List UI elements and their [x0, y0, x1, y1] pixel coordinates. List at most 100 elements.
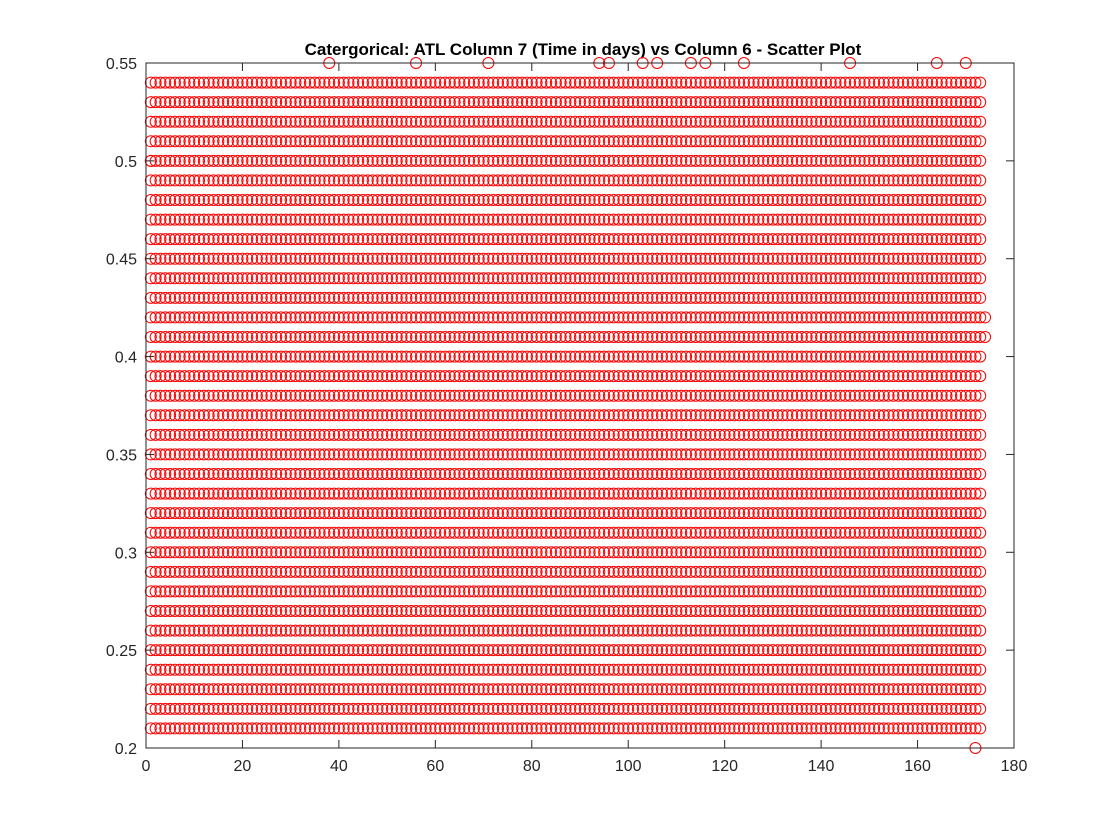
- scatter-point: [463, 546, 476, 559]
- scatter-point: [376, 663, 389, 676]
- scatter-point: [940, 722, 953, 735]
- scatter-point: [897, 624, 910, 637]
- scatter-point: [872, 663, 885, 676]
- scatter-point: [868, 546, 881, 559]
- scatter-point: [217, 565, 230, 578]
- scatter-point: [848, 605, 861, 617]
- scatter-point: [742, 624, 755, 637]
- scatter-point: [299, 644, 312, 657]
- scatter-point: [810, 663, 823, 676]
- scatter-point: [559, 565, 572, 578]
- scatter-point: [689, 624, 702, 637]
- scatter-point: [675, 565, 688, 578]
- scatter-point: [916, 585, 929, 598]
- scatter-point: [183, 585, 196, 598]
- scatter-point: [897, 605, 910, 617]
- scatter-point: [935, 565, 948, 578]
- scatter-point: [627, 722, 640, 735]
- scatter-point: [308, 546, 321, 559]
- scatter-point: [342, 663, 355, 676]
- scatter-point: [482, 585, 495, 598]
- scatter-point: [159, 663, 172, 676]
- scatter-point: [371, 644, 384, 657]
- scatter-point: [448, 605, 461, 617]
- scatter-point: [921, 546, 934, 559]
- scatter-point: [742, 565, 755, 578]
- scatter-point: [516, 644, 529, 657]
- scatter-point: [342, 702, 355, 715]
- scatter-point: [757, 565, 770, 578]
- scatter-point: [352, 702, 365, 715]
- scatter-point: [159, 624, 172, 637]
- scatter-point: [906, 546, 919, 559]
- scatter-point: [752, 526, 765, 539]
- scatter-point: [559, 702, 572, 715]
- scatter-point: [361, 683, 374, 696]
- scatter-point: [424, 702, 437, 715]
- scatter-point: [231, 644, 244, 657]
- scatter-point: [737, 663, 750, 676]
- scatter-point: [496, 526, 509, 539]
- scatter-point: [308, 585, 321, 598]
- scatter-point: [385, 702, 398, 715]
- scatter-point: [303, 722, 316, 735]
- scatter-point: [381, 546, 394, 559]
- scatter-point: [602, 683, 615, 696]
- scatter-point: [810, 644, 823, 657]
- scatter-point: [357, 585, 369, 598]
- scatter-point: [911, 605, 924, 617]
- scatter-point: [665, 683, 678, 696]
- scatter-point: [829, 526, 842, 539]
- scatter-point: [472, 683, 485, 696]
- scatter-point: [709, 605, 722, 617]
- scatter-point: [405, 663, 418, 676]
- scatter-point: [540, 526, 553, 539]
- scatter-point: [569, 605, 582, 617]
- scatter-point: [969, 722, 982, 735]
- scatter-point: [598, 546, 611, 559]
- scatter-point: [631, 565, 644, 578]
- scatter-point: [974, 644, 987, 657]
- scatter-point: [400, 644, 413, 657]
- scatter-point: [872, 605, 885, 617]
- scatter-point: [655, 722, 668, 735]
- scatter-point: [954, 722, 967, 735]
- scatter-point: [892, 624, 905, 637]
- scatter-point: [226, 585, 239, 598]
- scatter-point: [646, 644, 659, 657]
- scatter-point: [602, 624, 615, 637]
- scatter-point: [212, 722, 225, 735]
- scatter-point: [482, 702, 495, 715]
- scatter-point: [554, 565, 567, 578]
- scatter-point: [964, 605, 977, 617]
- scatter-point: [506, 526, 519, 539]
- scatter-point: [212, 546, 225, 559]
- scatter-point: [164, 585, 177, 598]
- scatter-point: [376, 683, 389, 696]
- scatter-point: [144, 722, 157, 735]
- scatter-point: [699, 722, 712, 735]
- scatter-point: [506, 683, 519, 696]
- scatter-point: [371, 605, 384, 617]
- scatter-point: [578, 565, 591, 578]
- scatter-point: [549, 644, 562, 657]
- scatter-point: [762, 565, 775, 578]
- scatter-point: [882, 624, 895, 637]
- scatter-point: [193, 526, 206, 539]
- scatter-point: [950, 585, 963, 598]
- scatter-point: [487, 722, 500, 735]
- scatter-point: [853, 585, 866, 598]
- scatter-point: [279, 663, 292, 676]
- scatter-point: [651, 663, 664, 676]
- scatter-point: [684, 702, 697, 715]
- scatter-point: [381, 624, 394, 637]
- scatter-point: [564, 546, 577, 559]
- scatter-point: [144, 565, 157, 578]
- scatter-point: [554, 624, 567, 637]
- scatter-point: [916, 565, 929, 578]
- scatter-point: [800, 722, 813, 735]
- scatter-point: [405, 585, 418, 598]
- scatter-point: [737, 526, 750, 539]
- scatter-point: [824, 624, 837, 637]
- scatter-point: [332, 683, 345, 696]
